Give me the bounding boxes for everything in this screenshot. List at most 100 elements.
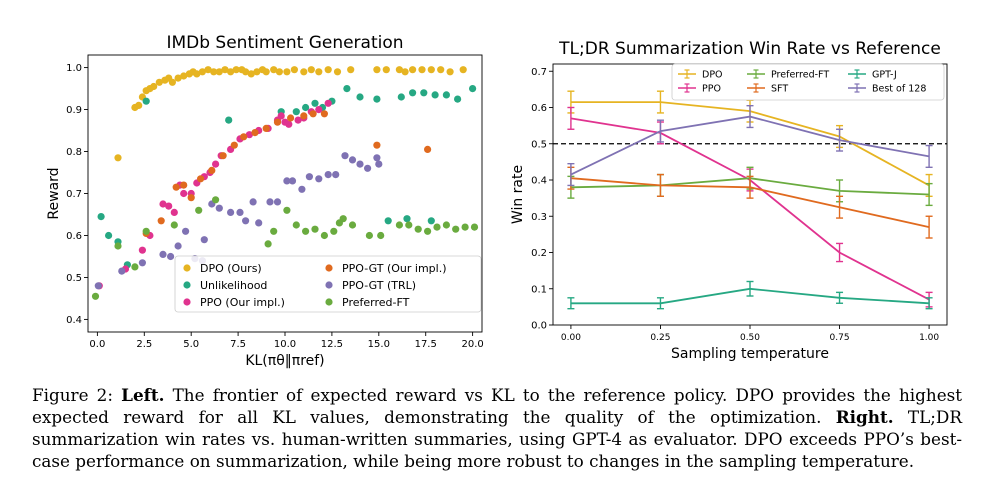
data-point [266,198,274,206]
data-point [373,141,381,149]
data-point [170,208,178,216]
data-point [298,185,306,193]
data-point [170,221,178,229]
data-point [275,68,283,76]
data-point [382,66,390,74]
data-point [118,267,126,275]
y-tick-label: 0.5 [531,139,547,150]
data-point [114,242,122,250]
y-tick-label: 0.3 [531,212,547,223]
figure-caption: Figure 2: Left. The frontier of expected… [32,384,962,472]
data-point [159,250,167,258]
data-point [210,68,218,76]
data-point [150,82,158,91]
y-tick-label: 0.0 [531,321,547,332]
legend-marker [325,298,333,306]
y-tick-label: 0.7 [66,189,82,200]
data-point [270,66,278,74]
series-5 [91,196,479,300]
data-point [403,215,411,223]
series-1 [567,106,933,308]
data-point [232,66,240,74]
data-point [247,70,255,78]
data-point [193,70,201,78]
data-point [452,225,460,233]
data-point [300,68,308,76]
data-point [208,166,216,174]
data-point [418,66,426,74]
legend-label: PPO-GT (TRL) [342,279,416,292]
error-bar [656,297,664,310]
data-point [251,129,259,137]
data-point [315,106,323,114]
x-tick-label: 7.5 [230,339,246,350]
data-point [172,183,180,191]
legend-marker [678,83,696,93]
data-point [395,66,403,74]
data-point [245,131,253,139]
data-point [395,221,403,229]
data-point [155,78,163,86]
data-point [180,181,188,189]
data-point [302,227,310,235]
data-point [431,91,439,99]
data-point [364,164,372,172]
data-point [324,99,332,107]
data-point [409,89,417,97]
legend-marker [678,69,696,79]
data-point [167,252,175,261]
data-point [219,152,227,160]
data-point [283,68,291,76]
data-point [212,160,220,168]
data-point [333,68,342,76]
data-point [283,206,291,214]
data-point [157,217,165,225]
data-point [142,227,150,235]
data-point [341,152,349,160]
data-point [200,236,208,244]
data-point [283,177,291,185]
data-point [461,223,469,231]
data-point [281,118,289,126]
data-point [469,85,477,93]
data-point [240,133,248,141]
error-bar [836,195,844,219]
data-point [138,259,146,267]
legend-marker [325,264,333,272]
data-point [324,171,332,179]
data-point [277,112,285,120]
data-point [174,74,182,82]
data-point [255,219,263,227]
data-point [365,231,373,240]
data-point [424,145,432,153]
data-point [105,231,113,240]
error-bar [746,104,754,129]
imdb-scatter-chart: IMDb Sentiment Generation 0.0 2.5 5.0 7.5 10.… [46,33,484,369]
data-point [348,221,357,229]
data-point [94,282,102,290]
data-point [270,227,278,235]
data-point [320,110,328,118]
data-point [433,223,441,231]
series-1 [97,85,477,269]
data-point [262,124,270,132]
data-point [305,173,313,181]
x-tick-label: 2.5 [136,339,152,350]
x-tick-label: 15.0 [368,339,390,350]
y-tick-label: 0.8 [66,147,82,158]
data-point [437,66,445,74]
error-bar [746,175,754,199]
legend-label: SFT [771,84,788,95]
data-point [427,217,435,225]
legend-marker [183,298,191,306]
data-point [236,208,244,216]
error-bar [656,119,664,143]
y-tick-label: 0.1 [531,284,547,295]
data-point [311,225,319,233]
data-point [335,219,343,227]
data-point [273,118,282,126]
series-3 [142,110,432,237]
data-point [180,72,188,80]
x-tick-label: 20.0 [461,339,483,350]
data-point [242,68,250,76]
